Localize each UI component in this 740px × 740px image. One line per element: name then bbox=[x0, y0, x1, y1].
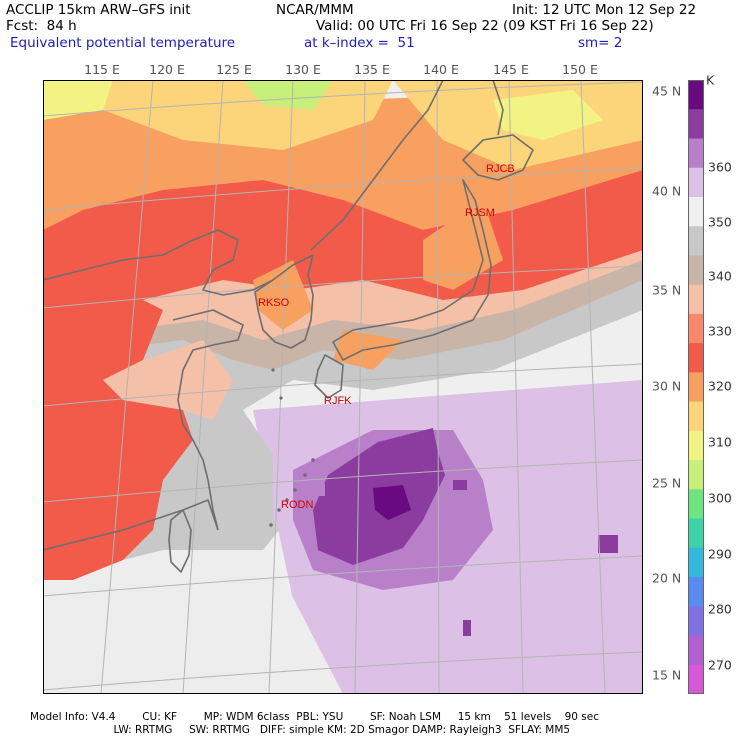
colorbar-swatch bbox=[688, 547, 704, 578]
lat-label-20: 20 N bbox=[652, 570, 682, 586]
colorbar-label-280: 280 bbox=[708, 601, 732, 617]
colorbar-swatch bbox=[688, 167, 704, 198]
footer-physics-info: LW: RRTMG SW: RRTMG DIFF: simple KM: 2D … bbox=[30, 724, 571, 736]
colorbar-swatch bbox=[688, 577, 704, 607]
colorbar-label-270: 270 bbox=[708, 657, 732, 673]
colorbar bbox=[688, 80, 704, 694]
colorbar-swatch bbox=[688, 489, 704, 520]
colorbar-label-290: 290 bbox=[708, 546, 732, 562]
colorbar-swatch bbox=[688, 80, 704, 110]
station-rjsm: RJSM bbox=[465, 207, 495, 219]
lon-label-150: 150 E bbox=[562, 62, 598, 77]
colorbar-swatch bbox=[688, 606, 704, 637]
lon-label-140: 140 E bbox=[423, 62, 459, 77]
colorbar-swatch bbox=[688, 109, 704, 139]
lon-label-120: 120 E bbox=[149, 62, 185, 77]
model-title: ACCLIP 15km ARW–GFS init bbox=[6, 2, 191, 18]
init-time: Init: 12 UTC Mon 12 Sep 22 bbox=[512, 2, 697, 18]
smoothing-label: sm= 2 bbox=[578, 35, 623, 51]
colorbar-label-340: 340 bbox=[708, 268, 732, 284]
lon-label-145: 145 E bbox=[493, 62, 529, 77]
colorbar-label-300: 300 bbox=[708, 490, 732, 506]
colorbar-label-360: 360 bbox=[708, 159, 732, 175]
station-rjcb: RJCB bbox=[486, 163, 515, 175]
colorbar-label-330: 330 bbox=[708, 323, 732, 339]
colorbar-swatch bbox=[688, 401, 704, 432]
station-rodn: RODN bbox=[281, 499, 313, 511]
lat-label-25: 25 N bbox=[652, 475, 682, 491]
lon-label-115: 115 E bbox=[84, 62, 120, 77]
colorbar-swatch bbox=[688, 196, 704, 227]
center-label: NCAR/MMM bbox=[276, 2, 354, 18]
colorbar-swatch bbox=[688, 372, 704, 403]
colorbar-swatch bbox=[688, 226, 704, 256]
colorbar-swatch bbox=[688, 255, 704, 286]
lat-label-45: 45 N bbox=[652, 83, 682, 99]
colorbar-swatch bbox=[688, 460, 704, 490]
lon-label-125: 125 E bbox=[216, 62, 252, 77]
colorbar-swatch bbox=[688, 313, 704, 344]
lat-label-40: 40 N bbox=[652, 183, 682, 199]
station-rjfk: RJFK bbox=[324, 395, 352, 407]
footer-model-info: Model Info: V4.4 CU: KF MP: WDM 6class P… bbox=[30, 711, 599, 723]
colorbar-swatch bbox=[688, 664, 704, 694]
lon-label-135: 135 E bbox=[354, 62, 390, 77]
field-name: Equivalent potential temperature bbox=[10, 35, 236, 51]
colorbar-label-350: 350 bbox=[708, 214, 732, 230]
station-rkso: RKSO bbox=[258, 297, 290, 309]
level-label: at k–index = 51 bbox=[304, 35, 415, 51]
colorbar-swatch bbox=[688, 518, 704, 549]
forecast-hour: Fcst: 84 h bbox=[6, 18, 77, 34]
theta-e-map: RJCB RJSM RKSO RJFK RODN bbox=[43, 80, 643, 694]
colorbar-label-310: 310 bbox=[708, 434, 732, 450]
colorbar-swatch bbox=[688, 343, 704, 373]
colorbar-label-320: 320 bbox=[708, 378, 732, 394]
colorbar-swatch bbox=[688, 138, 704, 169]
lat-label-35: 35 N bbox=[652, 282, 682, 298]
lat-label-30: 30 N bbox=[652, 378, 682, 394]
colorbar-swatch bbox=[688, 430, 704, 461]
lat-label-15: 15 N bbox=[652, 667, 682, 683]
valid-time: Valid: 00 UTC Fri 16 Sep 22 (09 KST Fri … bbox=[316, 18, 654, 34]
colorbar-border bbox=[688, 80, 704, 694]
colorbar-swatch bbox=[688, 635, 704, 666]
colorbar-swatch bbox=[688, 284, 704, 315]
lon-label-130: 130 E bbox=[285, 62, 321, 77]
colorbar-unit: K bbox=[706, 72, 715, 88]
